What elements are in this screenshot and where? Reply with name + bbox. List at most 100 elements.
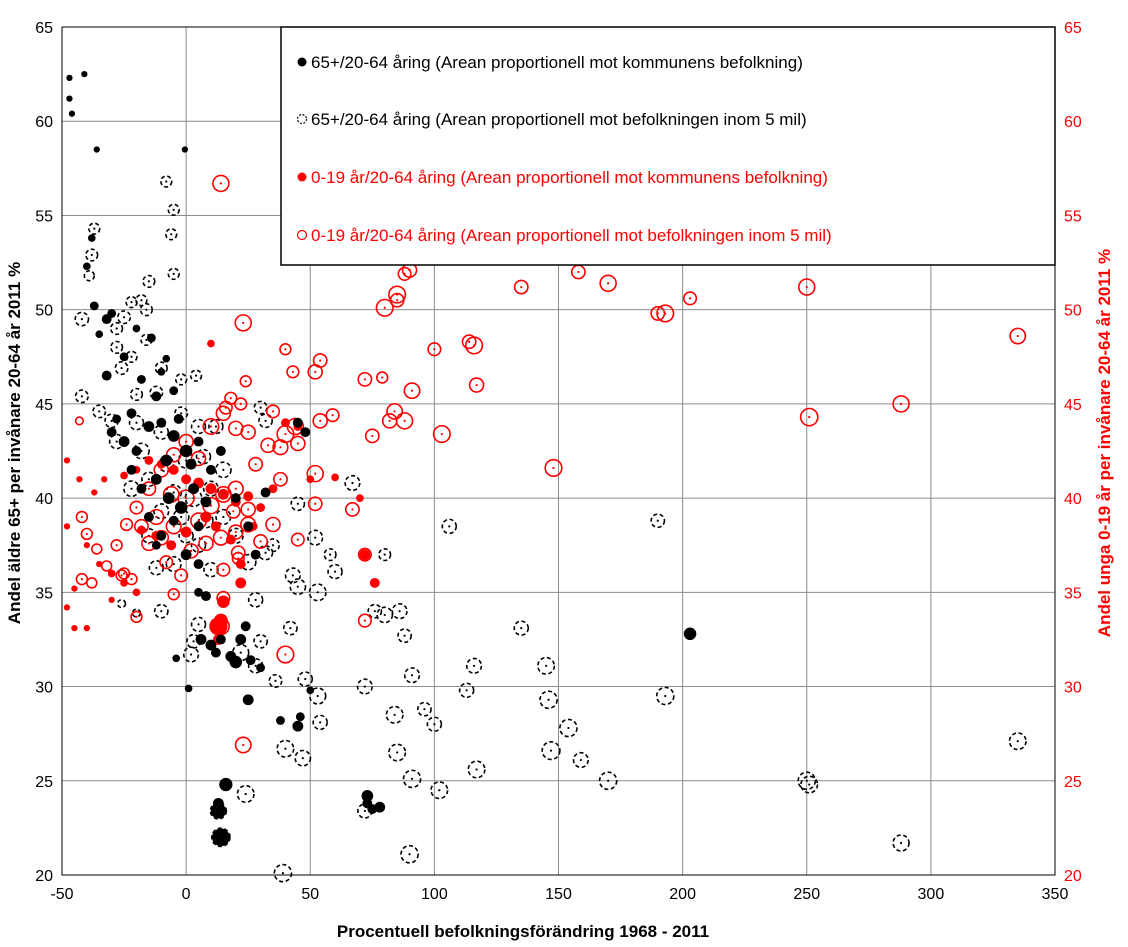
point-center-dot <box>234 427 237 430</box>
point-old-region <box>85 248 99 262</box>
point-center-dot <box>284 348 287 351</box>
point-old-municipal <box>93 146 100 153</box>
point-center-dot <box>122 316 126 319</box>
point-center-dot <box>93 227 96 230</box>
point-center-dot <box>147 542 150 545</box>
point-old-municipal <box>132 324 141 333</box>
point-young-municipal <box>71 625 78 632</box>
point-old-region <box>402 769 422 789</box>
point-old-municipal <box>137 374 146 384</box>
point-center-dot <box>319 721 322 724</box>
point-young-region <box>119 517 134 532</box>
point-old-municipal <box>292 417 303 428</box>
point-old-region <box>117 310 132 325</box>
x-tick-label: 250 <box>793 886 820 903</box>
point-young-municipal <box>101 476 108 483</box>
point-old-region <box>167 203 180 217</box>
point-center-dot <box>314 502 317 505</box>
point-young-region <box>357 613 372 628</box>
x-tick-label: 50 <box>301 886 319 903</box>
point-center-dot <box>120 574 123 577</box>
point-center-dot <box>209 425 213 428</box>
point-old-region <box>190 418 207 435</box>
point-old-municipal <box>185 458 197 470</box>
point-center-dot <box>291 370 294 373</box>
point-old-region <box>128 414 145 431</box>
point-center-dot <box>224 406 227 409</box>
point-center-dot <box>172 208 175 211</box>
point-old-municipal <box>300 427 311 438</box>
point-center-dot <box>90 253 93 257</box>
point-old-region <box>294 749 312 767</box>
point-center-dot <box>239 651 242 654</box>
point-center-dot <box>194 374 198 377</box>
point-old-region <box>165 228 178 241</box>
point-old-region <box>184 489 203 508</box>
point-young-municipal <box>200 511 212 523</box>
point-old-municipal <box>131 446 142 456</box>
point-young-region <box>461 334 477 350</box>
point-young-region <box>260 437 276 454</box>
point-young-region <box>513 279 529 295</box>
point-center-dot <box>160 610 163 613</box>
point-old-municipal <box>242 694 254 706</box>
y-tick-label: 20 <box>35 868 53 885</box>
point-old-municipal <box>81 70 88 78</box>
point-old-municipal <box>101 370 112 381</box>
point-old-region <box>308 583 327 602</box>
point-center-dot <box>244 792 247 796</box>
point-young-municipal <box>181 474 192 485</box>
point-center-dot <box>140 299 143 302</box>
point-old-municipal <box>157 368 166 376</box>
point-center-dot <box>373 610 376 613</box>
point-old-municipal <box>126 408 137 419</box>
point-center-dot <box>145 338 148 341</box>
point-young-region <box>325 408 340 423</box>
point-center-dot <box>808 415 811 419</box>
legend: 65+/20-64 åring (Arean proportionell mot… <box>280 26 1056 266</box>
point-center-dot <box>688 297 692 300</box>
point-old-region <box>598 771 618 791</box>
point-old-municipal <box>215 634 226 645</box>
point-center-dot <box>110 419 113 422</box>
point-center-dot <box>234 530 237 534</box>
y-tick-label: 35 <box>35 585 53 602</box>
point-center-dot <box>281 872 285 875</box>
point-old-region <box>289 578 307 596</box>
point-center-dot <box>577 270 580 274</box>
point-center-dot <box>549 749 553 752</box>
point-center-dot <box>316 694 319 698</box>
point-old-region <box>458 682 475 699</box>
point-center-dot <box>289 627 292 630</box>
point-young-region <box>386 402 404 420</box>
point-old-municipal <box>162 354 171 363</box>
point-young-municipal <box>120 471 128 480</box>
point-old-region <box>559 718 578 738</box>
point-center-dot <box>115 544 118 547</box>
point-center-dot <box>115 327 118 330</box>
point-center-dot <box>266 444 270 447</box>
point-old-municipal <box>106 427 117 438</box>
y2-tick-label: 55 <box>1064 208 1082 225</box>
point-center-dot <box>520 627 523 630</box>
point-old-municipal <box>210 803 227 819</box>
point-old-region <box>153 503 170 520</box>
point-old-region <box>403 667 421 684</box>
point-old-region <box>190 537 207 554</box>
y2-axis-title: Andel unga 0-19 år per invånare 20-64 år… <box>1095 249 1114 637</box>
point-center-dot <box>438 789 441 792</box>
point-center-dot <box>271 410 275 413</box>
point-old-region <box>153 603 169 619</box>
point-old-region <box>367 603 383 619</box>
point-center-dot <box>172 453 175 456</box>
point-young-region <box>239 375 252 388</box>
point-center-dot <box>130 578 133 581</box>
point-center-dot <box>209 568 213 571</box>
point-old-municipal <box>174 501 188 514</box>
point-old-municipal <box>143 421 155 432</box>
point-center-dot <box>242 321 245 324</box>
point-young-municipal <box>268 484 278 494</box>
point-young-municipal <box>166 540 177 551</box>
point-old-municipal <box>212 828 230 847</box>
point-old-region <box>92 404 107 419</box>
